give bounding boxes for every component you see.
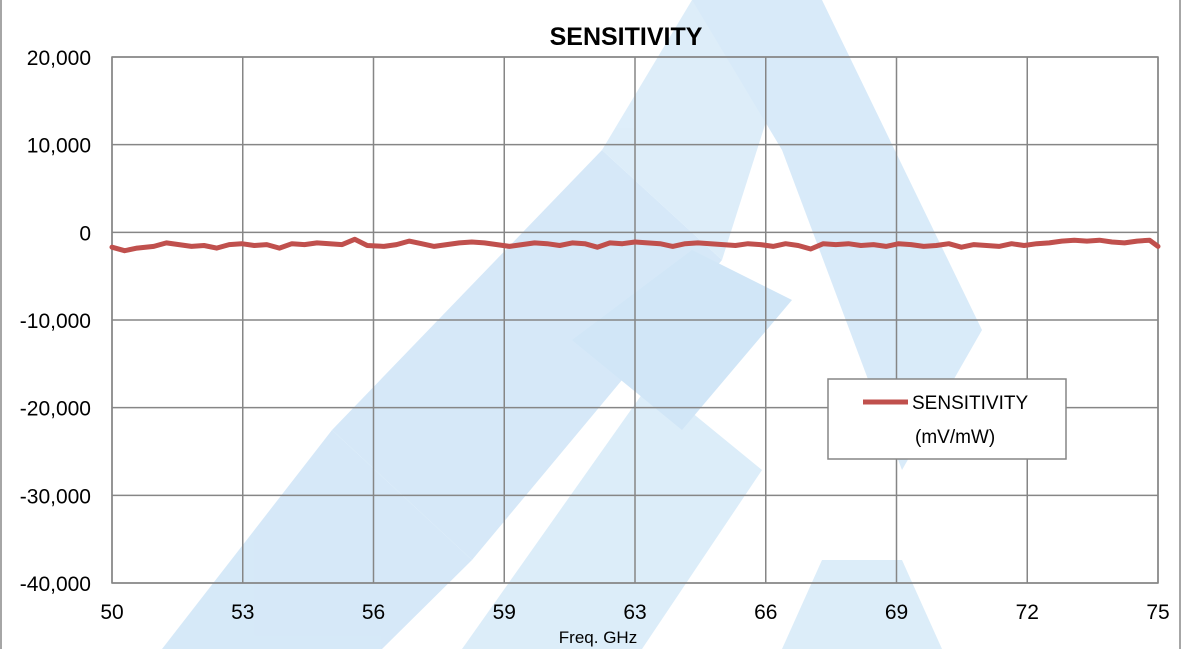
x-tick-label: 56 <box>362 601 385 624</box>
y-tick-label: -30,000 <box>20 485 91 508</box>
chart-title: SENSITIVITY <box>550 23 703 51</box>
legend-label-line1: SENSITIVITY <box>912 393 1028 414</box>
x-tick-label: 63 <box>623 601 646 624</box>
x-tick-label: 72 <box>1016 601 1039 624</box>
legend-label-line2: (mV/mW) <box>915 427 995 448</box>
x-tick-label: 59 <box>493 601 516 624</box>
x-tick-label: 69 <box>885 601 908 624</box>
y-tick-label: 10,000 <box>27 135 91 158</box>
x-tick-label: 75 <box>1146 601 1169 624</box>
legend-box <box>827 378 1067 460</box>
y-tick-label: 20,000 <box>27 47 91 70</box>
grid <box>111 56 1159 584</box>
y-tick-label: -20,000 <box>20 398 91 421</box>
x-axis-title: Freq. GHz <box>559 628 637 647</box>
y-tick-label: 0 <box>79 222 91 245</box>
plot-area-border <box>111 56 1159 584</box>
legend: SENSITIVITY (mV/mW) <box>827 378 1067 460</box>
y-tick-label: -40,000 <box>20 573 91 596</box>
x-axis-tick-labels: 50 53 56 59 63 66 69 72 75 <box>100 601 1169 624</box>
x-tick-label: 50 <box>100 601 123 624</box>
x-tick-label: 53 <box>231 601 254 624</box>
series-line-sensitivity <box>109 236 1161 254</box>
y-tick-label: -10,000 <box>20 310 91 333</box>
x-tick-label: 66 <box>754 601 777 624</box>
y-axis-tick-labels: 20,000 10,000 0 -10,000 -20,000 -30,000 -40,00… <box>20 47 91 596</box>
watermark-logo <box>162 0 982 649</box>
